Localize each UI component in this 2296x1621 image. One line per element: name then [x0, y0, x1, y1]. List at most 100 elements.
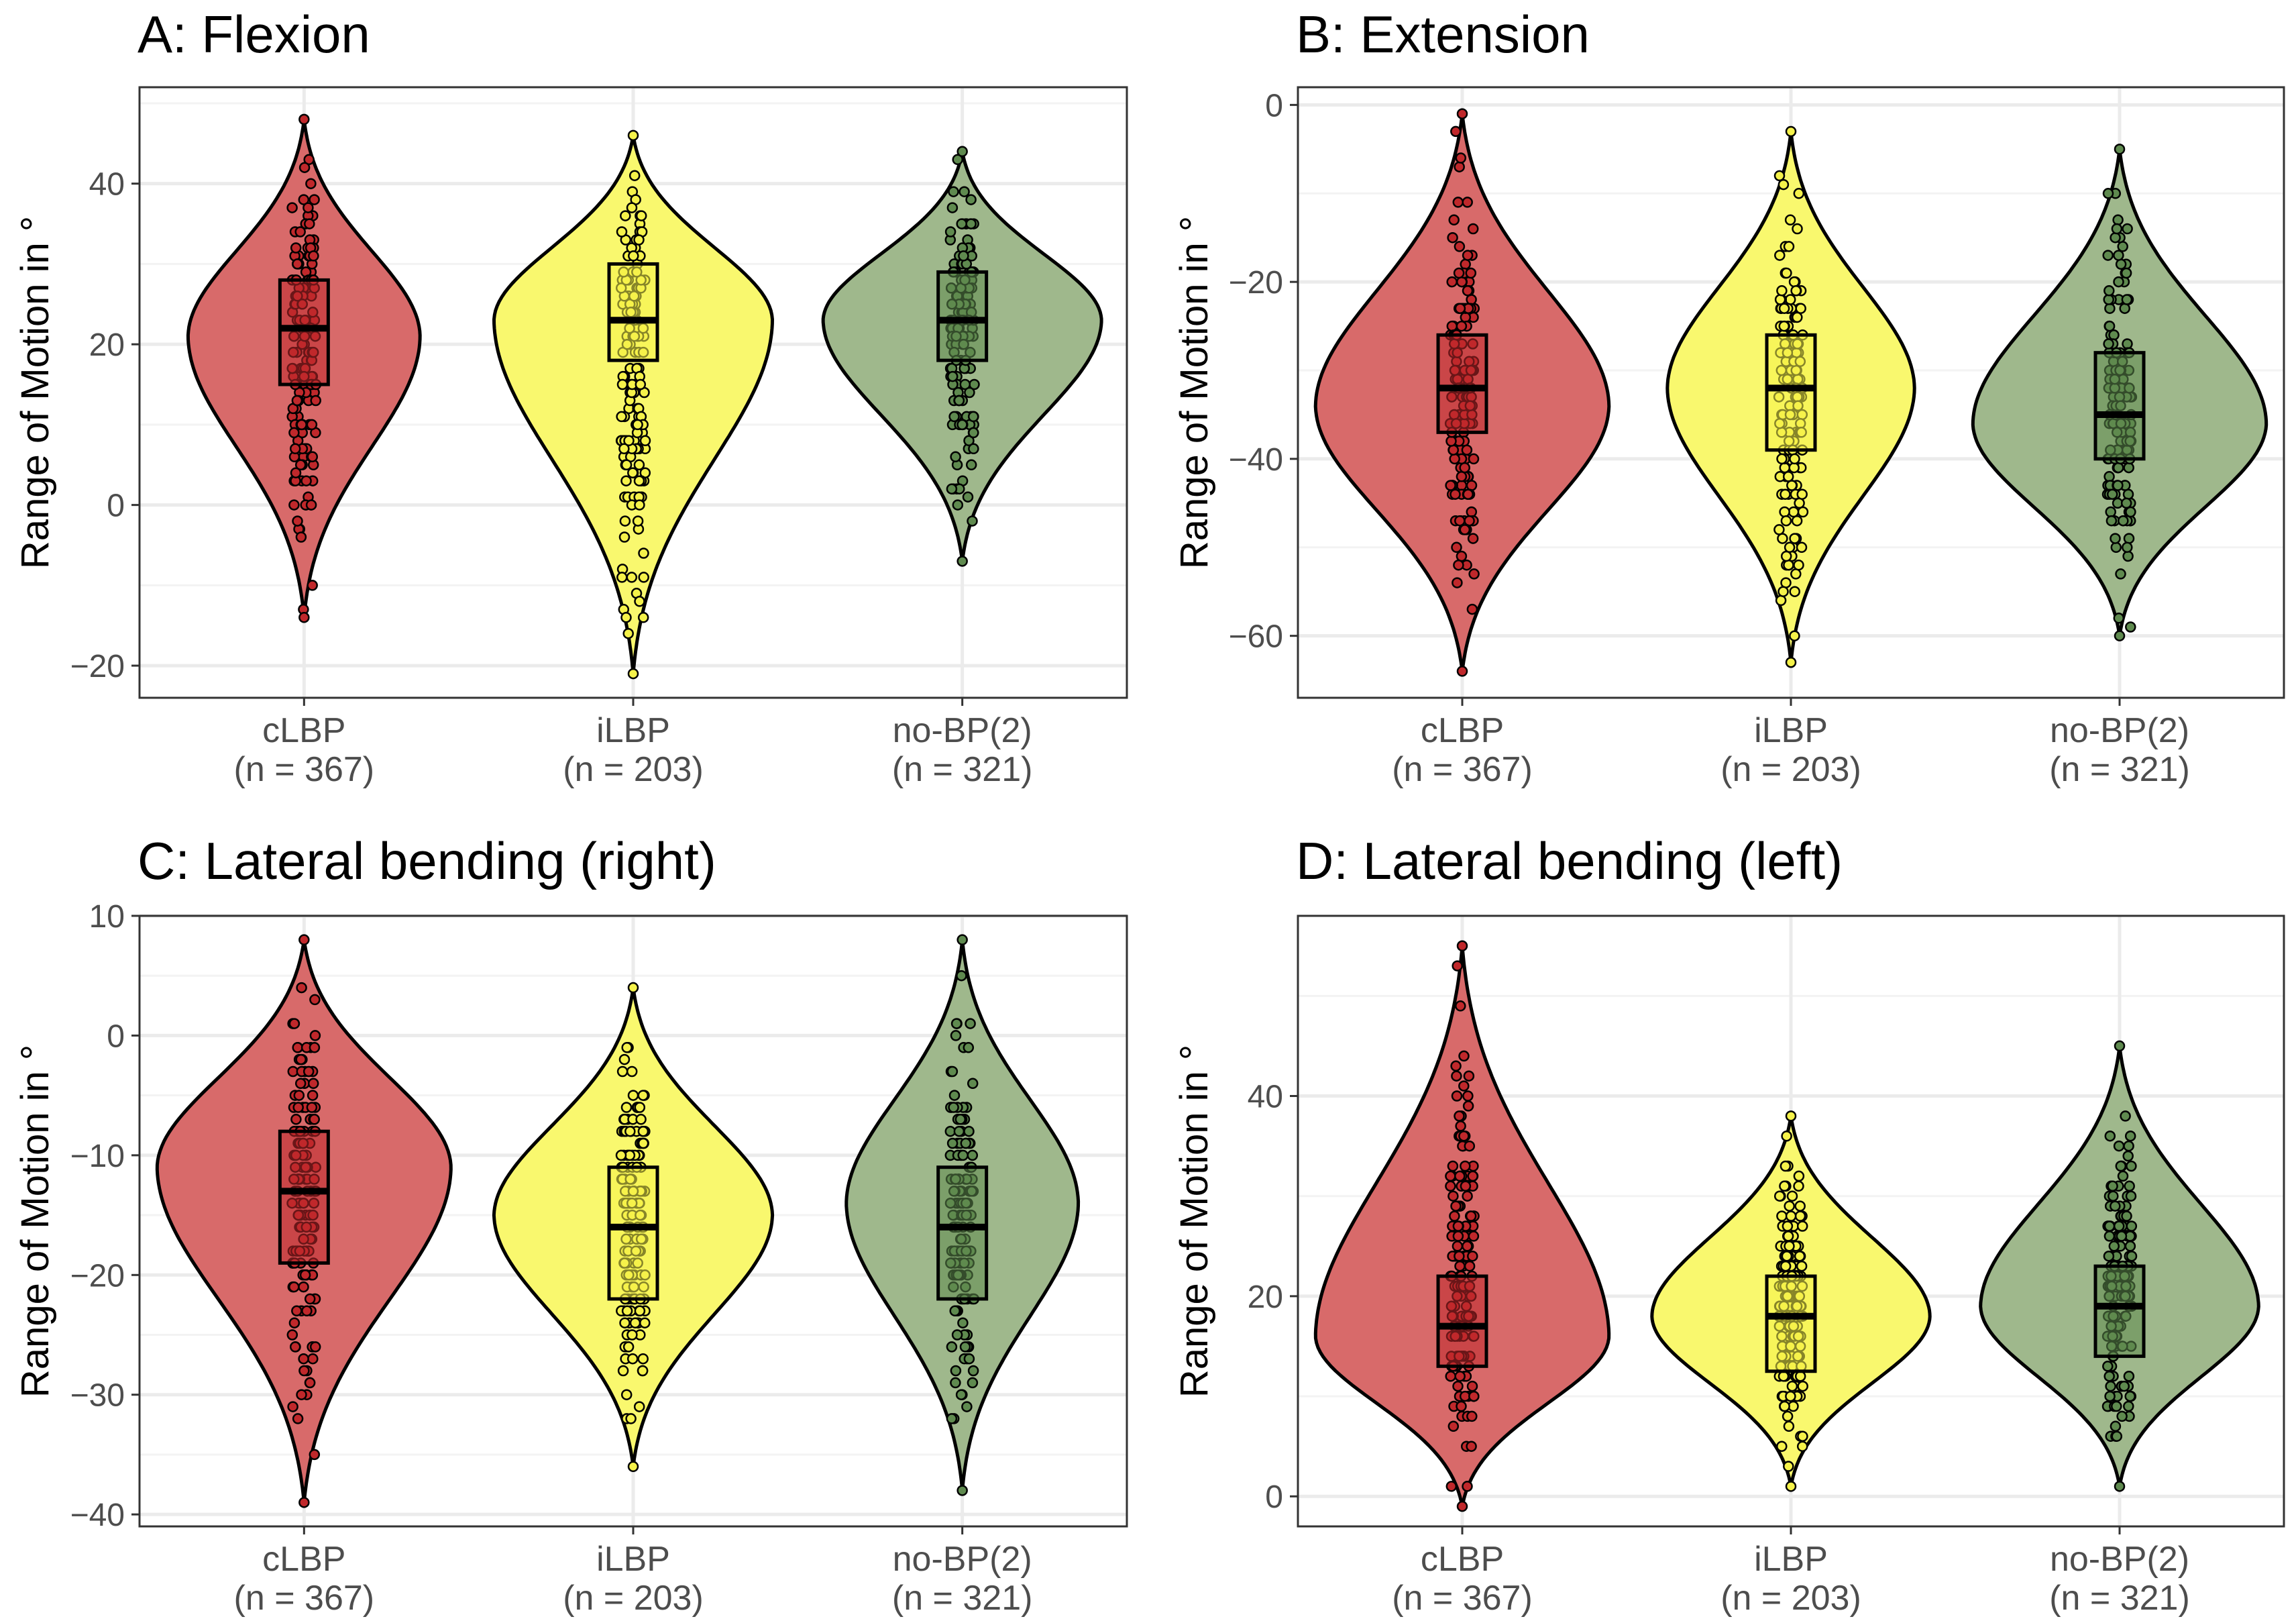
- data-point: [946, 1413, 958, 1424]
- data-point: [635, 210, 647, 221]
- data-point: [1781, 1130, 1792, 1142]
- data-point: [967, 411, 979, 423]
- data-point: [2102, 188, 2114, 199]
- data-point: [961, 1401, 973, 1412]
- data-point: [2102, 250, 2114, 261]
- data-point: [1784, 294, 1796, 305]
- data-point: [1780, 488, 1791, 500]
- data-point: [1451, 541, 1462, 554]
- data-point: [959, 378, 971, 390]
- data-point: [1456, 108, 1468, 119]
- data-point: [2121, 294, 2133, 305]
- y-tick-label: 10: [89, 899, 125, 935]
- x-tick-label: no-BP(2): [2050, 711, 2189, 750]
- data-point: [2103, 320, 2116, 332]
- data-point: [1468, 1231, 1480, 1242]
- data-point: [1794, 1370, 1806, 1382]
- data-point: [1466, 480, 1478, 491]
- data-point: [296, 982, 307, 994]
- data-point: [1796, 541, 1808, 554]
- data-point: [1779, 1400, 1790, 1412]
- data-point: [290, 1114, 302, 1125]
- data-point: [967, 1365, 979, 1377]
- data-point: [2125, 506, 2136, 518]
- data-point: [1785, 1110, 1797, 1122]
- data-point: [1775, 594, 1787, 607]
- data-point: [292, 258, 303, 270]
- data-point: [946, 202, 959, 213]
- panel-c: −40 −30 −20 −10 0 10 cLBP(n = 367) iLBP(n = 203…: [13, 831, 1128, 1618]
- data-point: [627, 1461, 639, 1473]
- data-point: [1786, 480, 1798, 491]
- data-point: [2113, 250, 2124, 261]
- data-point: [617, 1365, 629, 1377]
- data-point: [298, 1281, 309, 1293]
- data-point: [1774, 250, 1786, 261]
- data-point: [1453, 559, 1464, 571]
- y-tick-label: 0: [107, 488, 125, 524]
- data-point: [639, 435, 651, 447]
- data-point: [2117, 241, 2128, 252]
- x-tick-count: (n = 203): [563, 750, 704, 789]
- data-point: [1455, 1000, 1466, 1012]
- data-point: [286, 1329, 298, 1341]
- data-point: [616, 378, 628, 390]
- data-point: [1783, 1420, 1795, 1432]
- data-point: [1782, 1231, 1794, 1242]
- data-point: [286, 202, 298, 213]
- data-point: [310, 395, 321, 407]
- data-point: [1456, 480, 1468, 491]
- data-point: [622, 1341, 635, 1353]
- data-point: [634, 596, 645, 607]
- data-point: [1793, 559, 1804, 571]
- data-point: [954, 1114, 967, 1125]
- data-point: [951, 1329, 963, 1341]
- data-point: [620, 1102, 633, 1113]
- data-point: [953, 1125, 965, 1137]
- data-point: [1784, 541, 1796, 554]
- data-point: [2111, 1430, 2123, 1442]
- data-point: [967, 1149, 979, 1161]
- data-point: [2103, 1250, 2115, 1262]
- data-point: [2118, 515, 2129, 527]
- data-point: [294, 226, 306, 238]
- data-point: [2105, 506, 2116, 518]
- data-point: [2113, 613, 2125, 624]
- data-point: [948, 186, 959, 197]
- data-point: [1458, 1080, 1470, 1092]
- data-point: [1782, 1410, 1794, 1422]
- data-point: [623, 435, 635, 447]
- data-point: [967, 515, 978, 527]
- x-tick-count: (n = 203): [563, 1579, 704, 1618]
- x-tick-label: no-BP(2): [893, 711, 1032, 750]
- data-point: [965, 194, 977, 205]
- data-point: [633, 459, 645, 471]
- data-point: [2104, 303, 2116, 314]
- data-point: [1447, 1160, 1459, 1172]
- data-point: [948, 411, 960, 423]
- data-point: [956, 556, 968, 567]
- data-point: [2103, 338, 2114, 350]
- data-point: [1454, 1370, 1466, 1382]
- data-point: [2119, 303, 2130, 314]
- data-point: [1464, 1140, 1476, 1152]
- y-tick-label: 40: [89, 167, 125, 203]
- data-point: [298, 1497, 310, 1508]
- y-tick-label: −10: [70, 1139, 125, 1174]
- data-point: [1793, 1180, 1804, 1192]
- data-point: [618, 1053, 631, 1065]
- data-point: [1782, 471, 1794, 482]
- data-point: [956, 934, 968, 945]
- data-point: [1466, 1410, 1478, 1422]
- data-point: [965, 218, 977, 229]
- data-point: [295, 531, 307, 543]
- plot-frame: [138, 914, 1128, 1528]
- data-point: [1796, 488, 1808, 500]
- data-point: [1785, 1390, 1796, 1402]
- data-point: [298, 162, 311, 173]
- y-tick-label: 20: [89, 327, 125, 363]
- data-point: [1778, 320, 1790, 332]
- x-tick-label: cLBP: [262, 1540, 345, 1579]
- x-tick-count: (n = 367): [1392, 1579, 1533, 1618]
- data-point: [1467, 223, 1479, 235]
